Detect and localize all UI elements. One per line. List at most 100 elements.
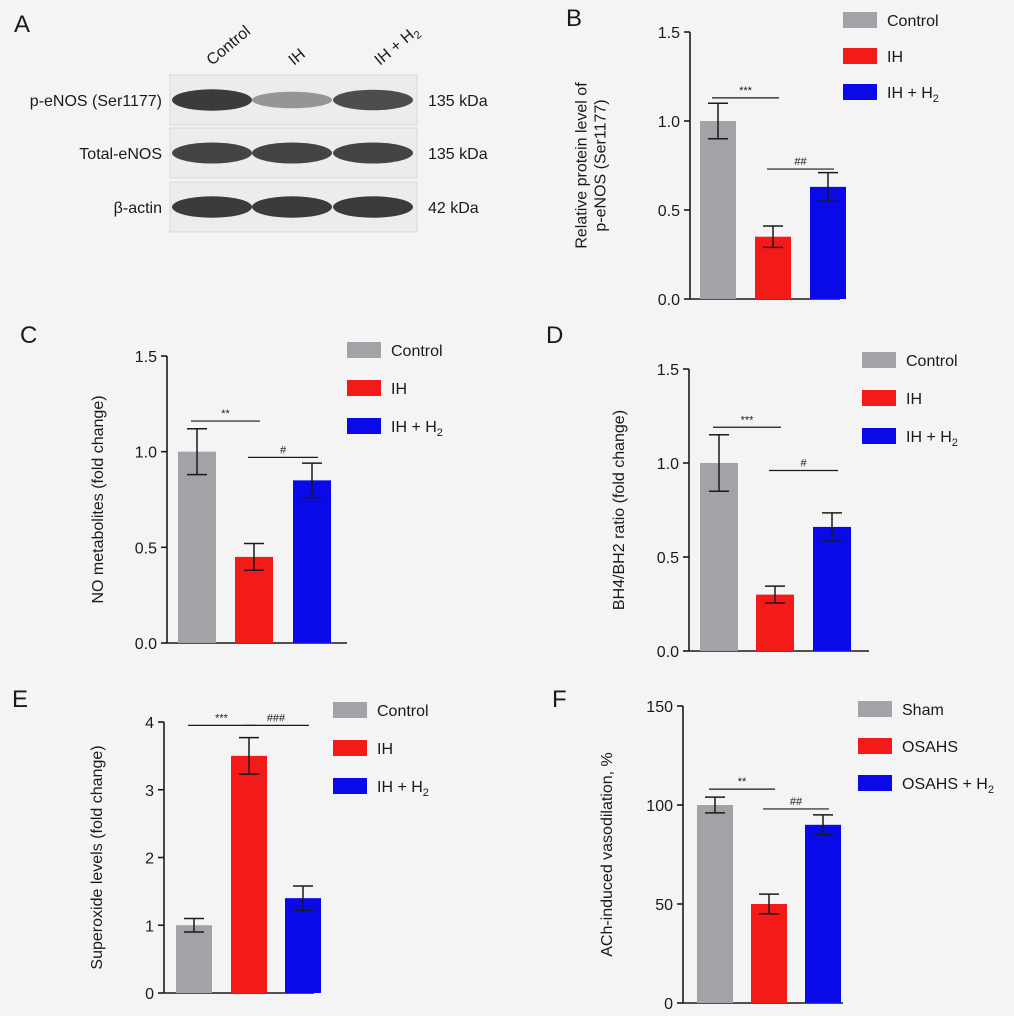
- blot-band: [333, 89, 413, 111]
- blot-band: [333, 196, 413, 218]
- y-axis-title: ACh-induced vasodilation, %: [599, 752, 616, 957]
- y-tick-label: 2: [145, 851, 154, 868]
- legend-swatch: [333, 740, 367, 756]
- legend-label: IH + H2: [377, 779, 429, 799]
- significance-label: ##: [790, 796, 803, 808]
- legend-swatch: [862, 428, 896, 444]
- bar-ih: [756, 594, 794, 651]
- bar-ih-h2: [813, 526, 851, 651]
- y-axis-title: Relative protein level of: [574, 82, 591, 249]
- y-tick-label: 0.5: [135, 540, 157, 557]
- legend-label: IH + H2: [887, 85, 939, 105]
- legend-label: Control: [377, 703, 429, 720]
- panel-letter-a: A: [14, 11, 30, 38]
- legend-label: IH: [377, 741, 393, 758]
- blot-band: [252, 91, 332, 109]
- y-axis-title: p-eNOS (Ser1177): [593, 99, 610, 231]
- y-axis-title: NO metabolites (fold change): [90, 395, 107, 603]
- significance-label: #: [280, 444, 287, 456]
- legend-swatch: [347, 380, 381, 396]
- y-tick-label: 0.0: [135, 636, 157, 653]
- chart-panel-d: D 0.0 0.5 1.0 1.5 BH4/BH2 ratio (fold change)…: [546, 322, 958, 661]
- panel-letter: F: [552, 686, 567, 713]
- legend-label: IH + H2: [906, 429, 958, 449]
- y-tick-label: 0.5: [657, 550, 679, 567]
- significance-label: **: [738, 776, 747, 788]
- bar-osahs-h2: [805, 824, 841, 1003]
- y-tick-label: 0.5: [658, 203, 680, 220]
- legend-swatch: [858, 738, 892, 754]
- legend-swatch: [862, 352, 896, 368]
- blot-protein-label: p-eNOS (Ser1177): [30, 93, 162, 110]
- bar-ih-h2: [293, 480, 331, 643]
- lane-label: Control: [204, 23, 254, 69]
- legend-label-subscript: 2: [952, 437, 958, 449]
- bar-ih: [231, 755, 267, 993]
- legend-label: Control: [906, 353, 958, 370]
- blot-protein-label: β-actin: [114, 200, 162, 217]
- legend-swatch: [333, 702, 367, 718]
- y-tick-label: 1.5: [135, 349, 157, 366]
- y-tick-label: 0.0: [657, 644, 679, 661]
- legend-swatch: [862, 390, 896, 406]
- legend-label: IH: [906, 391, 922, 408]
- legend-swatch: [843, 12, 877, 28]
- chart-panel-b: B 0.0 0.5 1.0 1.5 Relative protein level of p-…: [566, 5, 939, 309]
- bar-ih-h2: [285, 898, 321, 993]
- significance-label: ***: [739, 85, 753, 97]
- legend-label: Control: [887, 13, 939, 30]
- y-axis-title: Superoxide levels (fold change): [89, 745, 106, 969]
- significance-label: #: [800, 458, 807, 470]
- significance-label: ##: [794, 156, 807, 168]
- legend-label: OSAHS + H2: [902, 776, 994, 796]
- blot-protein-label: Total-eNOS: [79, 146, 162, 163]
- blot-band: [333, 142, 413, 164]
- legend-swatch: [333, 778, 367, 794]
- legend-label: Sham: [902, 702, 944, 719]
- bar-ih-h2: [810, 186, 846, 299]
- y-tick-label: 1.0: [135, 445, 157, 462]
- legend-swatch: [347, 418, 381, 434]
- blot-mw-label: 42 kDa: [428, 200, 479, 217]
- y-tick-label: 1.0: [657, 456, 679, 473]
- lane-label: IH + H2: [372, 23, 425, 72]
- lane-label-subscript: 2: [412, 29, 424, 42]
- significance-label: ***: [215, 712, 229, 724]
- legend-label-subscript: 2: [933, 93, 939, 105]
- y-tick-label: 100: [646, 798, 673, 815]
- bar-ih: [235, 556, 273, 643]
- blot-mw-label: 135 kDa: [428, 93, 488, 110]
- bar-osahs: [751, 904, 787, 1003]
- blot-band: [252, 142, 332, 164]
- y-tick-label: 1.5: [658, 25, 680, 42]
- y-tick-label: 0: [664, 996, 673, 1013]
- significance-label: **: [221, 408, 230, 420]
- y-axis-title: BH4/BH2 ratio (fold change): [611, 410, 628, 610]
- blot-band: [172, 196, 252, 218]
- legend-label-subscript: 2: [423, 787, 429, 799]
- legend-label: OSAHS: [902, 739, 958, 756]
- y-tick-label: 0.0: [658, 292, 680, 309]
- bar-control: [700, 463, 738, 651]
- chart-panel-f: F 0 50 100 150 ACh-induced vasodilation, % ** #…: [552, 686, 994, 1013]
- legend-label: IH: [391, 381, 407, 398]
- legend-label-subscript: 2: [437, 427, 443, 439]
- legend-swatch: [347, 342, 381, 358]
- y-tick-label: 4: [145, 715, 154, 732]
- blot-band: [172, 89, 252, 111]
- legend-swatch: [843, 84, 877, 100]
- blot-band: [252, 196, 332, 218]
- bar-control: [176, 925, 212, 993]
- significance-label: ***: [741, 414, 755, 426]
- legend-label: Control: [391, 343, 443, 360]
- legend-label: IH: [887, 49, 903, 66]
- blot-band: [172, 142, 252, 164]
- legend-swatch: [858, 701, 892, 717]
- y-tick-label: 3: [145, 783, 154, 800]
- bar-control: [700, 121, 736, 299]
- y-tick-label: 1.0: [658, 114, 680, 131]
- bar-sham: [697, 805, 733, 1003]
- panel-letter: E: [12, 686, 28, 713]
- panel-letter: D: [546, 322, 563, 349]
